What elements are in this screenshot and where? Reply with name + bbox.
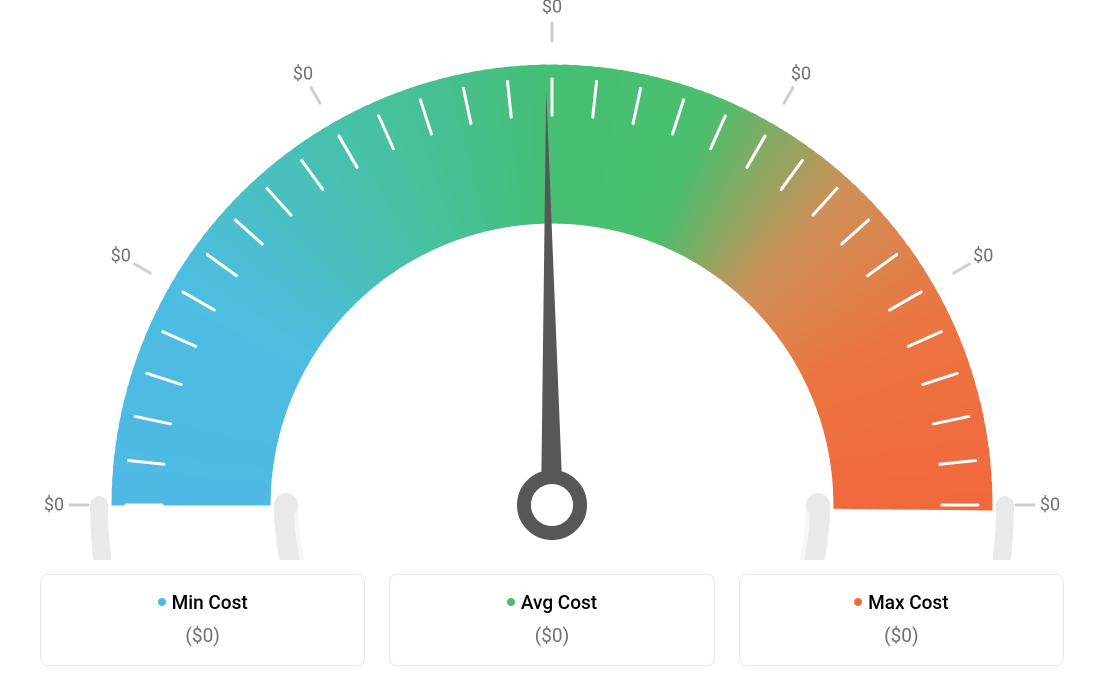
legend-card-min: Min Cost ($0)	[40, 574, 365, 666]
gauge-tick-label: $0	[44, 495, 64, 516]
gauge-tick-label: $0	[973, 246, 993, 267]
gauge-tick-label: $0	[1040, 495, 1060, 516]
legend-value-avg: ($0)	[400, 624, 703, 647]
legend-title-avg: Avg Cost	[400, 591, 703, 614]
gauge-chart: $0 $0 $0 $0 $0 $0 $0	[0, 0, 1104, 560]
legend-title-min: Min Cost	[51, 591, 354, 614]
gauge-tick-label: $0	[293, 63, 313, 84]
legend-card-max: Max Cost ($0)	[739, 574, 1064, 666]
legend-card-avg: Avg Cost ($0)	[389, 574, 714, 666]
legend-dot-max	[854, 598, 862, 606]
legend-label-max: Max Cost	[868, 591, 948, 614]
legend-row: Min Cost ($0) Avg Cost ($0) Max Cost ($0…	[40, 574, 1064, 666]
gauge-tick-label: $0	[542, 0, 562, 18]
legend-label-min: Min Cost	[172, 591, 248, 614]
gauge-tick-label: $0	[791, 63, 811, 84]
legend-value-min: ($0)	[51, 624, 354, 647]
legend-dot-min	[158, 598, 166, 606]
legend-title-max: Max Cost	[750, 591, 1053, 614]
legend-value-max: ($0)	[750, 624, 1053, 647]
gauge-tick-label: $0	[111, 246, 131, 267]
legend-label-avg: Avg Cost	[521, 591, 597, 614]
legend-dot-avg	[507, 598, 515, 606]
